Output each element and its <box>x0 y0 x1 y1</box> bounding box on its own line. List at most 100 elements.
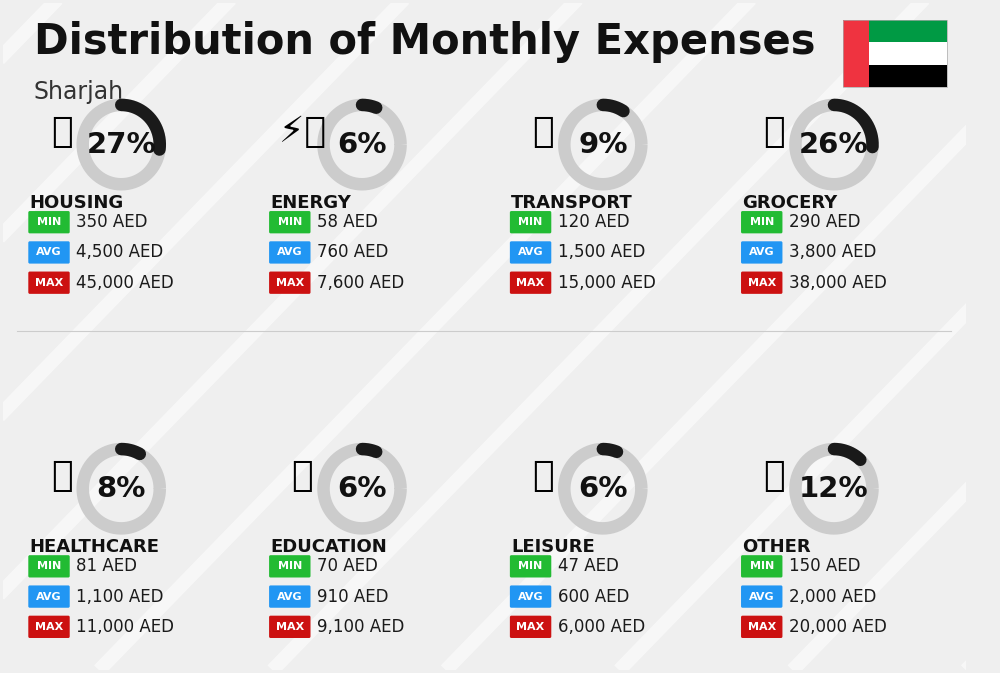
Text: 🛒: 🛒 <box>763 115 785 149</box>
FancyBboxPatch shape <box>510 271 551 294</box>
FancyBboxPatch shape <box>510 555 551 577</box>
Text: 26%: 26% <box>799 131 869 159</box>
FancyBboxPatch shape <box>269 555 311 577</box>
FancyBboxPatch shape <box>269 242 311 264</box>
Text: 3,800 AED: 3,800 AED <box>789 244 876 261</box>
Text: EDUCATION: EDUCATION <box>271 538 387 557</box>
Text: MAX: MAX <box>748 278 776 287</box>
Text: Sharjah: Sharjah <box>34 80 124 104</box>
Text: OTHER: OTHER <box>742 538 811 557</box>
Text: AVG: AVG <box>36 592 62 602</box>
Text: 760 AED: 760 AED <box>317 244 388 261</box>
Text: MAX: MAX <box>516 278 545 287</box>
Text: MIN: MIN <box>37 217 61 227</box>
Text: MIN: MIN <box>750 217 774 227</box>
FancyBboxPatch shape <box>28 616 70 638</box>
Text: 6,000 AED: 6,000 AED <box>558 618 645 636</box>
Text: 600 AED: 600 AED <box>558 588 629 606</box>
Text: 47 AED: 47 AED <box>558 557 618 575</box>
Text: 9%: 9% <box>578 131 628 159</box>
Text: 8%: 8% <box>97 474 146 503</box>
Text: Distribution of Monthly Expenses: Distribution of Monthly Expenses <box>34 21 815 63</box>
Text: HEALTHCARE: HEALTHCARE <box>30 538 160 557</box>
Text: 🎓: 🎓 <box>292 459 313 493</box>
FancyBboxPatch shape <box>28 211 70 234</box>
Text: 7,600 AED: 7,600 AED <box>317 274 404 291</box>
Text: 6%: 6% <box>578 474 628 503</box>
Text: MAX: MAX <box>276 278 304 287</box>
FancyBboxPatch shape <box>741 616 782 638</box>
Text: 81 AED: 81 AED <box>76 557 137 575</box>
Text: MIN: MIN <box>37 561 61 571</box>
Text: 6%: 6% <box>337 474 387 503</box>
Text: MAX: MAX <box>748 622 776 632</box>
FancyBboxPatch shape <box>510 242 551 264</box>
FancyBboxPatch shape <box>28 586 70 608</box>
Text: MIN: MIN <box>518 217 543 227</box>
Text: MAX: MAX <box>35 278 63 287</box>
FancyBboxPatch shape <box>741 242 782 264</box>
Text: 290 AED: 290 AED <box>789 213 860 232</box>
Text: AVG: AVG <box>277 592 303 602</box>
Text: 45,000 AED: 45,000 AED <box>76 274 174 291</box>
Text: ENERGY: ENERGY <box>271 194 351 212</box>
Text: 20,000 AED: 20,000 AED <box>789 618 887 636</box>
Text: 🚌: 🚌 <box>532 115 554 149</box>
Text: LEISURE: LEISURE <box>511 538 595 557</box>
Text: HOUSING: HOUSING <box>30 194 124 212</box>
Text: AVG: AVG <box>749 248 775 258</box>
Text: AVG: AVG <box>277 248 303 258</box>
Text: 11,000 AED: 11,000 AED <box>76 618 174 636</box>
Text: 58 AED: 58 AED <box>317 213 378 232</box>
Text: 150 AED: 150 AED <box>789 557 860 575</box>
FancyBboxPatch shape <box>269 271 311 294</box>
Text: 27%: 27% <box>86 131 156 159</box>
Text: 70 AED: 70 AED <box>317 557 378 575</box>
Text: 9,100 AED: 9,100 AED <box>317 618 404 636</box>
Text: MAX: MAX <box>276 622 304 632</box>
FancyBboxPatch shape <box>28 555 70 577</box>
Text: MAX: MAX <box>35 622 63 632</box>
FancyBboxPatch shape <box>269 211 311 234</box>
Text: 4,500 AED: 4,500 AED <box>76 244 163 261</box>
Text: AVG: AVG <box>36 248 62 258</box>
Text: 350 AED: 350 AED <box>76 213 147 232</box>
Text: MIN: MIN <box>278 217 302 227</box>
Text: 38,000 AED: 38,000 AED <box>789 274 887 291</box>
Text: MIN: MIN <box>518 561 543 571</box>
Text: ⚡🏠: ⚡🏠 <box>279 115 326 149</box>
Text: MIN: MIN <box>278 561 302 571</box>
FancyBboxPatch shape <box>869 20 947 42</box>
FancyBboxPatch shape <box>510 616 551 638</box>
FancyBboxPatch shape <box>741 211 782 234</box>
Text: 2,000 AED: 2,000 AED <box>789 588 876 606</box>
Text: 💓: 💓 <box>51 459 72 493</box>
Text: 15,000 AED: 15,000 AED <box>558 274 655 291</box>
FancyBboxPatch shape <box>510 586 551 608</box>
FancyBboxPatch shape <box>741 271 782 294</box>
FancyBboxPatch shape <box>869 42 947 65</box>
Text: GROCERY: GROCERY <box>742 194 838 212</box>
Text: AVG: AVG <box>518 592 543 602</box>
Text: 12%: 12% <box>799 474 869 503</box>
FancyBboxPatch shape <box>269 586 311 608</box>
FancyBboxPatch shape <box>510 211 551 234</box>
FancyBboxPatch shape <box>843 20 869 87</box>
Text: 🛍: 🛍 <box>532 459 554 493</box>
FancyBboxPatch shape <box>28 271 70 294</box>
FancyBboxPatch shape <box>269 616 311 638</box>
Text: MAX: MAX <box>516 622 545 632</box>
Text: TRANSPORT: TRANSPORT <box>511 194 633 212</box>
Text: 💰: 💰 <box>763 459 785 493</box>
Text: AVG: AVG <box>518 248 543 258</box>
FancyBboxPatch shape <box>741 555 782 577</box>
Text: 🏢: 🏢 <box>51 115 72 149</box>
FancyBboxPatch shape <box>869 65 947 87</box>
Text: MIN: MIN <box>750 561 774 571</box>
Text: 1,500 AED: 1,500 AED <box>558 244 645 261</box>
Text: 910 AED: 910 AED <box>317 588 388 606</box>
FancyBboxPatch shape <box>741 586 782 608</box>
Text: 1,100 AED: 1,100 AED <box>76 588 163 606</box>
Text: 6%: 6% <box>337 131 387 159</box>
FancyBboxPatch shape <box>28 242 70 264</box>
